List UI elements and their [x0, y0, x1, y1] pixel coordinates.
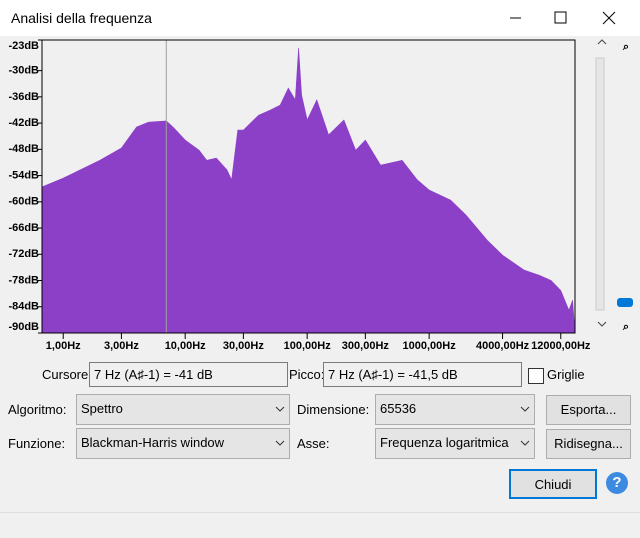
y-tick-label: -90dB	[8, 321, 39, 333]
y-tick-label: -42dB	[8, 117, 39, 129]
window-title: Analisi della frequenza	[11, 10, 152, 26]
y-tick-label: -23dB	[8, 40, 39, 52]
algorithm-value: Spettro	[81, 401, 123, 416]
x-tick-label: 100,00Hz	[284, 340, 332, 352]
y-tick-label: -78dB	[8, 274, 39, 286]
axis-value: Frequenza logaritmica	[380, 435, 509, 450]
status-bar	[0, 512, 640, 538]
x-tick-label: 12000,00Hz	[531, 340, 591, 352]
cursor-value: 7 Hz (A♯-1) = -41 dB	[89, 362, 288, 387]
x-tick-label: 3,00Hz	[104, 340, 139, 352]
zoom-slider[interactable]: ⌕ ⌕	[595, 39, 633, 333]
x-tick-label: 30,00Hz	[223, 340, 264, 352]
y-tick-label: -60dB	[8, 196, 39, 208]
replot-button[interactable]: Ridisegna...	[546, 429, 631, 459]
grid-checkbox[interactable]	[528, 368, 544, 384]
x-tick-label: 4000,00Hz	[476, 340, 530, 352]
algorithm-label: Algoritmo:	[8, 402, 67, 417]
help-button[interactable]: ?	[606, 472, 628, 494]
peak-value: 7 Hz (A♯-1) = -41,5 dB	[323, 362, 522, 387]
svg-text:⌕: ⌕	[622, 41, 629, 53]
y-tick-label: -30dB	[8, 65, 39, 77]
y-tick-label: -66dB	[8, 222, 39, 234]
function-label: Funzione:	[8, 436, 66, 451]
cursor-label: Cursore:	[42, 367, 92, 382]
x-tick-label: 300,00Hz	[342, 340, 390, 352]
x-tick-label: 1000,00Hz	[403, 340, 457, 352]
function-value: Blackman-Harris window	[81, 435, 225, 450]
axis-label: Asse:	[297, 436, 330, 451]
y-tick-label: -72dB	[8, 248, 39, 260]
spectrum-plot: ⌕ ⌕ -23dB -30dB -36dB -42dB -48dB -54dB -60dB -…	[8, 39, 633, 352]
export-button[interactable]: Esporta...	[546, 395, 631, 425]
y-tick-label: -36dB	[8, 91, 39, 103]
plot-frame	[41, 39, 576, 334]
size-label: Dimensione:	[297, 402, 370, 417]
axis-select[interactable]: Frequenza logaritmica	[375, 428, 535, 459]
y-tick-label: -84dB	[8, 301, 39, 313]
size-select[interactable]: 65536	[375, 394, 535, 425]
title-bar: Analisi della frequenza	[0, 0, 640, 36]
algorithm-select[interactable]: Spettro	[76, 394, 290, 425]
spectrum-area	[41, 47, 576, 334]
x-tick-label: 10,00Hz	[165, 340, 206, 352]
y-tick-label: -54dB	[8, 169, 39, 181]
function-select[interactable]: Blackman-Harris window	[76, 428, 290, 459]
select-arrows	[275, 406, 530, 446]
svg-text:⌕: ⌕	[622, 321, 629, 333]
window-buttons[interactable]	[500, 0, 640, 36]
close-button[interactable]: Chiudi	[509, 469, 597, 499]
size-value: 65536	[380, 401, 417, 416]
x-tick-label: 1,00Hz	[46, 340, 81, 352]
peak-label: Picco:	[289, 367, 325, 382]
grid-label[interactable]: Griglie	[547, 367, 585, 382]
y-tick-label: -48dB	[8, 143, 39, 155]
